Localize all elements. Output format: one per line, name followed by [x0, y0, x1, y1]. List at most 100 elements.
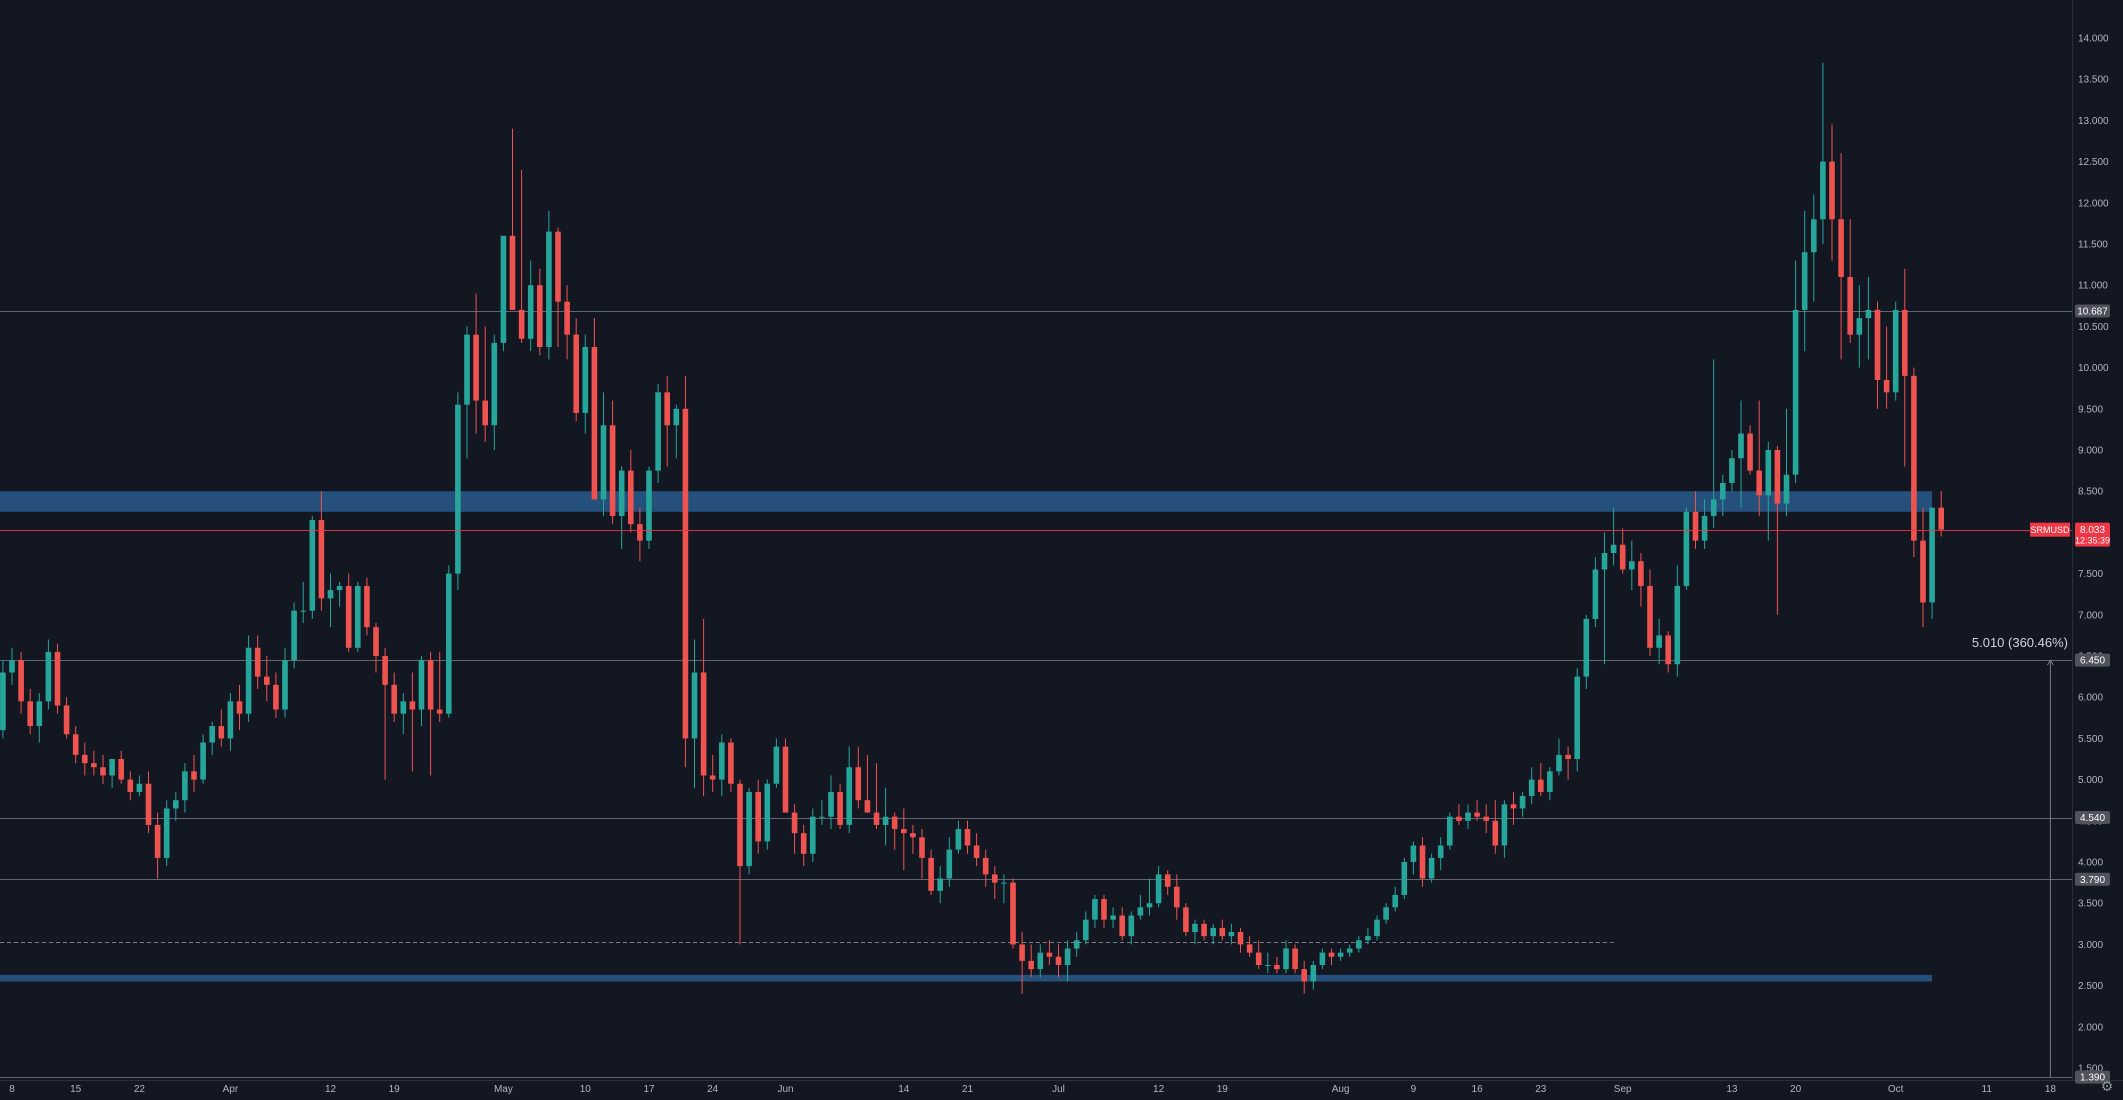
x-tick-label: Jul — [1052, 1084, 1065, 1095]
candle-body — [1447, 816, 1453, 846]
candle-body — [1874, 309, 1881, 380]
candle-body — [1301, 969, 1307, 982]
candle-body — [773, 746, 780, 784]
candle-body — [500, 235, 507, 343]
candle-body — [1838, 219, 1844, 277]
candle-body — [955, 829, 962, 850]
candle-body — [719, 742, 725, 780]
y-tick-label: 12.000 — [2078, 198, 2109, 209]
level-price-tag — [2075, 1070, 2110, 1084]
x-tick-label: 8 — [9, 1084, 15, 1095]
candle-body — [1356, 940, 1362, 949]
candle-body — [1228, 932, 1235, 937]
candle-body — [418, 660, 425, 710]
level-price-tag — [2075, 304, 2110, 318]
y-tick-label: 11.500 — [2078, 240, 2108, 251]
candle-body — [819, 816, 825, 818]
candle-body — [400, 701, 407, 714]
x-tick-label: 13 — [1726, 1084, 1738, 1095]
candle-body — [0, 672, 6, 731]
y-tick-label: 10.500 — [2078, 322, 2109, 333]
candle-body — [209, 726, 215, 743]
candle-body — [937, 878, 943, 891]
candle-body — [218, 726, 225, 739]
candle-body — [1474, 812, 1480, 817]
candle-body — [837, 791, 843, 825]
candle-body — [1174, 886, 1180, 908]
candle-body — [336, 585, 343, 591]
candle-body — [1483, 816, 1489, 821]
candle-body — [1137, 907, 1144, 916]
candlestick-series — [0, 62, 1944, 994]
candle-body — [664, 392, 670, 426]
candle-body — [618, 470, 625, 516]
candle-body — [1638, 561, 1644, 586]
x-tick-label: 17 — [643, 1084, 655, 1095]
candle-body — [1265, 965, 1271, 966]
candle-body — [1346, 948, 1353, 953]
candle-body — [600, 425, 607, 500]
level-price-tag — [2075, 872, 2110, 886]
candle-body — [1128, 915, 1135, 937]
candle-body — [1583, 618, 1590, 677]
candle-body — [628, 470, 634, 525]
candle-body — [191, 771, 197, 780]
candle-body — [1219, 927, 1226, 937]
settings-gear-icon[interactable]: ⚙ — [2100, 1078, 2114, 1094]
candle-body — [27, 701, 33, 727]
y-tick-label: 1.500 — [2078, 1064, 2103, 1075]
candle-body — [873, 812, 880, 825]
level-price-tag-text: 10.687 — [2077, 306, 2108, 317]
candle-body — [300, 610, 306, 612]
candle-body — [728, 742, 734, 784]
y-tick-label: 5.000 — [2078, 775, 2103, 786]
y-tick-label: 6.000 — [2078, 693, 2103, 704]
candle-body — [1319, 952, 1326, 965]
candle-body — [1792, 309, 1799, 475]
candle-body — [163, 808, 170, 858]
time-axis[interactable]: 8 15 22 Apr 12 19 May 10 17 24 Jun 14 21 Jul 12 19 Aug 9 1… — [9, 1084, 2056, 1095]
candle-body — [1310, 965, 1317, 982]
candle-body — [1565, 754, 1571, 759]
candle-body — [1501, 804, 1508, 846]
candle-body — [273, 684, 279, 710]
price-axis-labels: 10.687 6.450 4.540 3.790 1.390 SRMUSD 8.03312:… — [2030, 304, 2110, 1084]
candle-body — [1155, 874, 1162, 904]
candle-body — [1392, 894, 1398, 908]
candle-body — [1073, 940, 1080, 949]
x-tick-label: 15 — [70, 1084, 82, 1095]
candle-body — [1283, 948, 1289, 970]
candle-body — [264, 676, 270, 685]
y-tick-label: 4.000 — [2078, 858, 2103, 869]
y-tick-label: 3.500 — [2078, 899, 2103, 910]
candle-body — [573, 334, 579, 413]
candle-body — [1164, 874, 1171, 887]
candle-body — [1619, 544, 1626, 570]
candle-body — [1765, 450, 1772, 496]
candle-body — [1701, 515, 1708, 541]
candle-body — [1665, 635, 1671, 665]
candle-body — [1237, 932, 1244, 945]
candle-body — [791, 812, 798, 834]
candle-body — [1820, 161, 1826, 220]
candle-body — [964, 829, 971, 846]
candle-body — [436, 709, 443, 714]
candle-body — [1419, 845, 1426, 879]
candle-body — [582, 347, 589, 413]
candle-body — [1547, 771, 1553, 792]
candle-body — [1246, 944, 1253, 953]
candle-body — [1674, 585, 1681, 665]
candle-body — [1801, 252, 1808, 310]
candle-body — [1274, 965, 1280, 970]
candle-body — [282, 660, 288, 710]
candle-body — [1437, 845, 1444, 858]
candle-body — [236, 701, 243, 714]
candle-body — [45, 651, 52, 702]
candle-body — [91, 763, 97, 768]
y-tick-label: 11.000 — [2078, 281, 2108, 292]
candle-body — [1337, 952, 1344, 957]
candle-body — [345, 585, 352, 648]
candle-body — [54, 651, 61, 706]
candle-body — [482, 400, 488, 426]
